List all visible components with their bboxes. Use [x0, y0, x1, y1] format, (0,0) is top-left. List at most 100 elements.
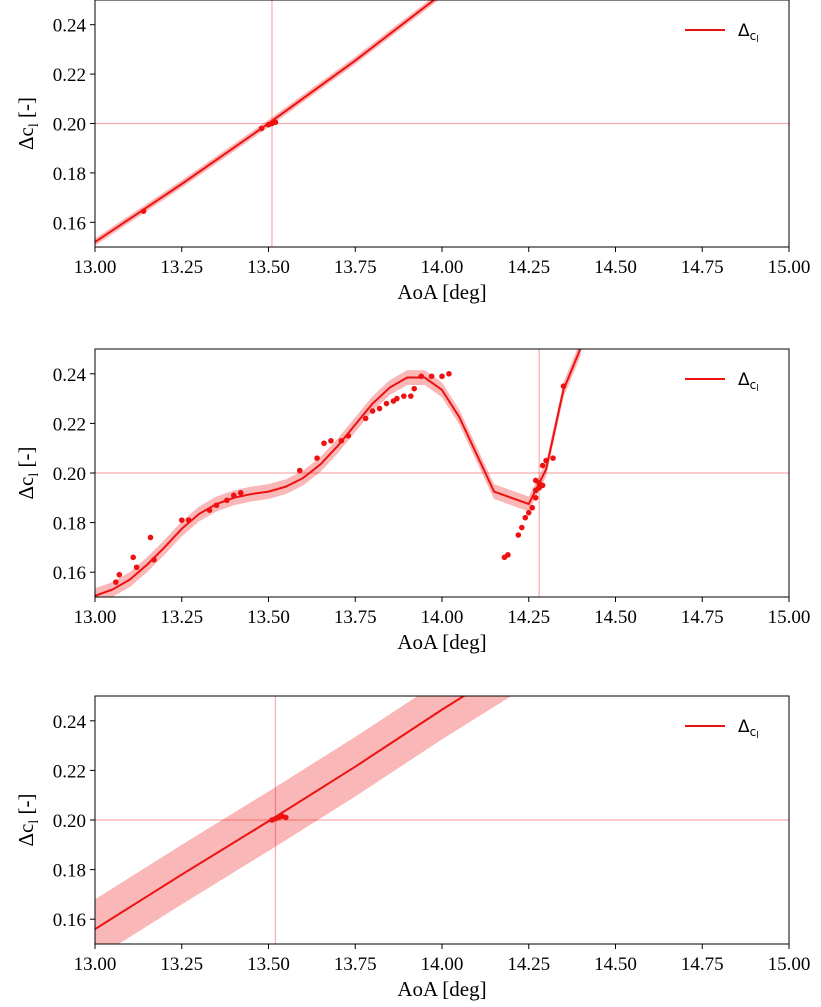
chart-panel-1: 13.00 13.25 13.50 13.75 14.00 14.25 14.50 14.75…: [14, 0, 810, 304]
y-tick-label: 0.18: [53, 861, 86, 882]
x-axis-label: AoA [deg]: [397, 977, 486, 1001]
y-tick-label: 0.18: [53, 164, 86, 185]
y-axis-label: Δcl [-]: [14, 794, 42, 847]
data-point: [384, 401, 390, 407]
data-point: [370, 408, 376, 414]
x-tick-label: 15.00: [768, 607, 811, 628]
legend-label: Δcl: [738, 370, 759, 394]
x-tick-label: 14.50: [594, 257, 637, 278]
data-point: [533, 495, 539, 501]
x-tick-label: 14.25: [507, 257, 550, 278]
data-point: [561, 383, 567, 389]
x-tick-label: 14.25: [507, 954, 550, 975]
x-tick-label: 15.00: [768, 257, 811, 278]
data-point: [526, 510, 532, 516]
x-tick-label: 14.25: [507, 607, 550, 628]
y-tick-label: 0.20: [53, 115, 86, 136]
x-tick-label: 13.00: [74, 607, 117, 628]
plot-area: [95, 636, 789, 958]
data-point: [505, 552, 511, 558]
y-axis-label: Δcl [-]: [14, 447, 42, 500]
data-point: [207, 507, 213, 513]
data-point: [151, 557, 157, 563]
legend-label: Δcl: [738, 717, 759, 741]
data-point: [113, 579, 119, 585]
data-point: [314, 455, 320, 461]
x-tick-label: 14.00: [421, 607, 464, 628]
y-tick-label: 0.24: [53, 712, 87, 733]
data-point: [224, 497, 230, 503]
y-tick-label: 0.24: [53, 16, 87, 37]
data-point: [540, 463, 546, 469]
x-tick-label: 13.50: [247, 607, 290, 628]
data-point: [408, 393, 414, 399]
x-tick-label: 13.00: [74, 954, 117, 975]
data-point: [346, 433, 352, 439]
y-tick-label: 0.22: [53, 414, 86, 435]
data-point: [259, 126, 265, 132]
y-tick-label: 0.20: [53, 811, 86, 832]
x-tick-label: 13.75: [334, 607, 377, 628]
data-point: [446, 371, 452, 377]
x-tick-label: 13.50: [247, 954, 290, 975]
data-point: [141, 208, 147, 214]
x-tick-label: 13.25: [160, 954, 203, 975]
data-point: [363, 416, 369, 422]
legend-label: Δcl: [738, 21, 759, 45]
data-point: [439, 373, 445, 379]
y-tick-label: 0.22: [53, 761, 86, 782]
data-point: [550, 455, 556, 461]
x-tick-label: 14.50: [594, 954, 637, 975]
data-point: [529, 505, 535, 511]
data-point: [429, 373, 435, 379]
data-point: [297, 468, 303, 474]
x-tick-label: 13.00: [74, 257, 117, 278]
data-point: [231, 493, 237, 499]
data-point: [540, 483, 546, 489]
series-line: [95, 348, 581, 596]
data-point: [418, 373, 424, 379]
x-tick-label: 13.25: [160, 607, 203, 628]
y-tick-label: 0.24: [53, 365, 87, 386]
x-tick-label: 15.00: [768, 954, 811, 975]
y-tick-label: 0.16: [53, 910, 86, 931]
x-tick-label: 14.00: [421, 954, 464, 975]
y-tick-label: 0.16: [53, 213, 86, 234]
data-point: [339, 438, 345, 444]
x-tick-label: 13.75: [334, 954, 377, 975]
x-tick-label: 14.75: [681, 257, 724, 278]
data-point: [116, 572, 122, 578]
data-point: [394, 396, 400, 402]
plot-area: [95, 340, 789, 603]
data-point: [214, 502, 220, 508]
x-tick-label: 14.50: [594, 607, 637, 628]
x-tick-label: 13.75: [334, 257, 377, 278]
data-point: [543, 458, 549, 464]
y-tick-label: 0.18: [53, 514, 86, 535]
data-point: [130, 555, 136, 561]
data-point: [283, 815, 289, 821]
x-tick-label: 14.75: [681, 954, 724, 975]
data-point: [321, 440, 327, 446]
data-point: [238, 490, 244, 496]
chart-panel-3: 13.00 13.25 13.50 13.75 14.00 14.25 14.50 14.75…: [14, 636, 810, 1001]
y-tick-label: 0.22: [53, 65, 86, 86]
chart-panel-2: 13.00 13.25 13.50 13.75 14.00 14.25 14.50 14.75…: [14, 340, 810, 654]
x-tick-label: 13.25: [160, 257, 203, 278]
data-point: [179, 517, 185, 523]
x-axis-label: AoA [deg]: [397, 630, 486, 654]
data-point: [273, 119, 279, 125]
data-point: [148, 535, 154, 541]
data-point: [134, 564, 140, 570]
data-point: [519, 525, 525, 531]
data-point: [328, 438, 334, 444]
x-tick-label: 13.50: [247, 257, 290, 278]
y-tick-label: 0.16: [53, 563, 86, 584]
y-axis-label: Δcl [-]: [14, 97, 42, 150]
data-point: [522, 515, 528, 521]
x-tick-label: 14.00: [421, 257, 464, 278]
confidence-band: [95, 340, 581, 603]
y-tick-label: 0.20: [53, 464, 86, 485]
x-tick-label: 14.75: [681, 607, 724, 628]
